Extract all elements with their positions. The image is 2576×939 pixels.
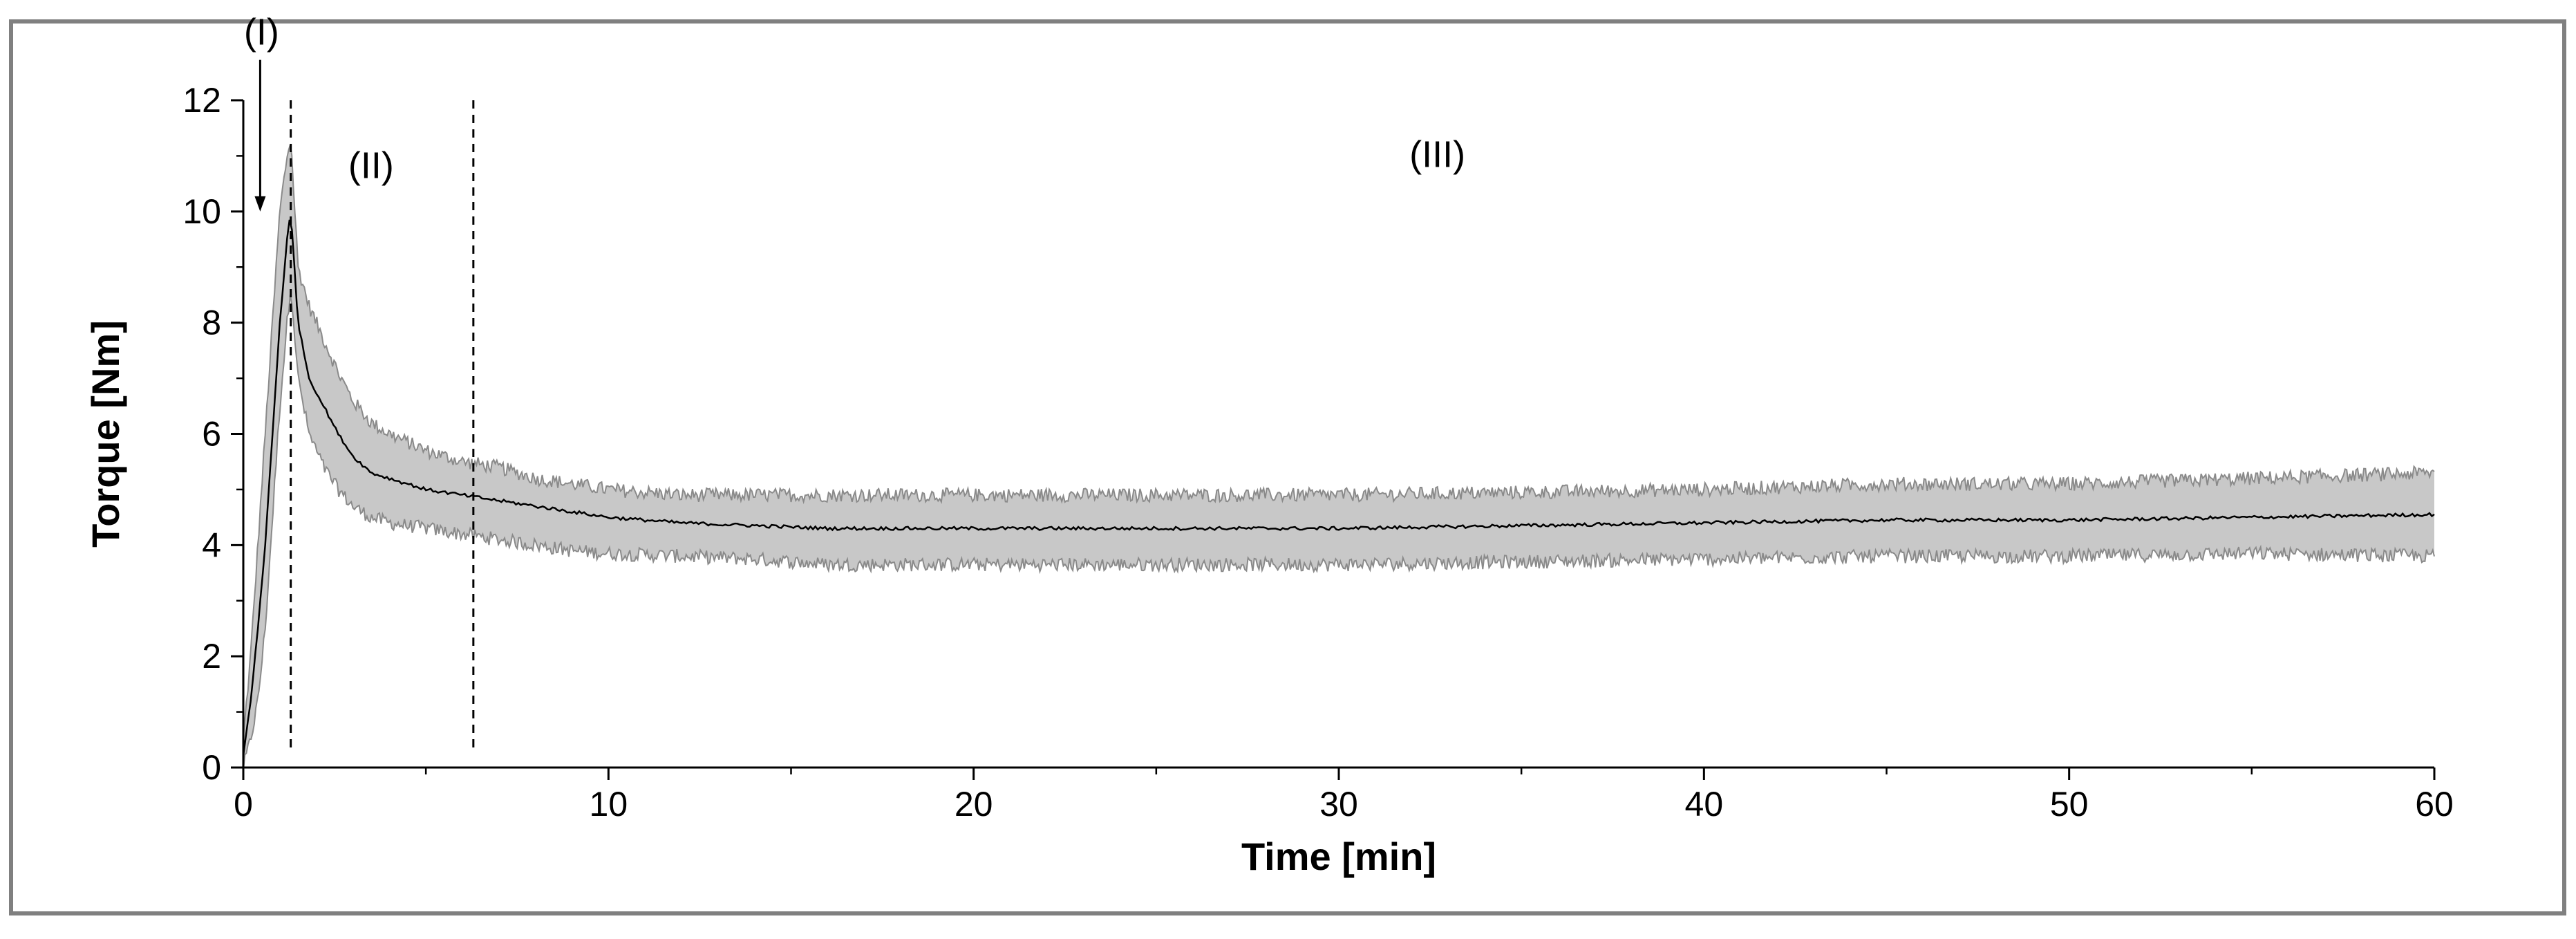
std-band-lower-edge: [243, 294, 2435, 771]
y-axis-title: Torque [Nm]: [84, 320, 127, 548]
y-tick-label: 8: [202, 304, 221, 342]
series-line-0: [242, 219, 2435, 756]
region-arrow-head: [254, 196, 266, 212]
annotations: (I) (II) (III): [244, 12, 1465, 212]
x-tick-label: 0: [234, 785, 253, 824]
phase-divider-layer: [290, 100, 475, 752]
y-tick-label: 6: [202, 415, 221, 454]
x-tick-label: 30: [1319, 785, 1358, 824]
x-tick-label: 20: [955, 785, 993, 824]
y-tick-label: 2: [202, 637, 221, 676]
region-label-1: (I): [244, 12, 279, 53]
mean-line-layer: [242, 219, 2435, 756]
x-tick-label: 10: [590, 785, 628, 824]
x-tick-label: 40: [1685, 785, 1724, 824]
ticks: 0 10 20 30 40 50 60 0 2 4 6 8 10 12: [182, 81, 2453, 824]
y-tick-label: 4: [202, 526, 221, 564]
y-tick-label: 12: [182, 81, 221, 120]
y-tick-label: 0: [202, 748, 221, 787]
x-tick-label: 60: [2415, 785, 2454, 824]
std-band-upper-edge: [243, 145, 2435, 738]
x-tick-label: 50: [2050, 785, 2089, 824]
std-band-layer: [243, 145, 2435, 771]
y-tick-label: 10: [182, 192, 221, 231]
region-label-3: (III): [1409, 134, 1465, 176]
region-label-2: (II): [348, 145, 394, 187]
x-axis-title: Time [min]: [1241, 835, 1436, 878]
